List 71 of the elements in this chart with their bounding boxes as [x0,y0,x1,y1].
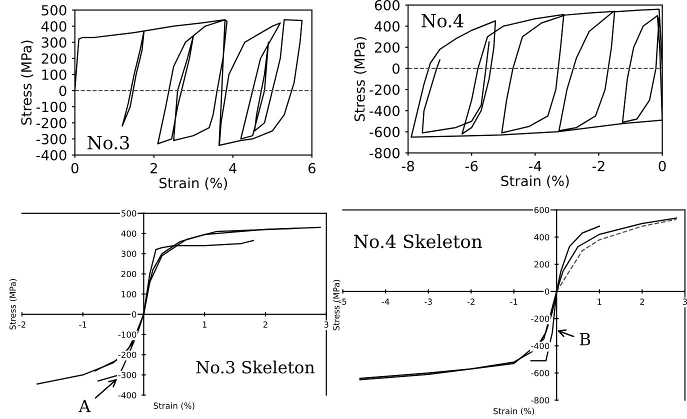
x-tick-label: -1 [510,298,518,305]
y-tick-label: 0 [544,288,550,295]
y-tick-label: 400 [374,21,400,32]
y-tick-label: 0 [392,63,400,74]
y-axis-title: Stress (MPa) [333,280,340,330]
x-axis-title: Strain (%) [160,178,227,190]
x-tick-label: -3 [424,298,432,305]
annotation: B [580,333,590,346]
y-tick-label: 0 [59,86,66,96]
x-tick-label: 2 [150,162,157,174]
y-tick-label: 500 [122,210,136,217]
x-tick-label: -2 [18,321,26,328]
x-tick-label: 1 [202,322,206,328]
y-tick-label: 400 [534,234,550,240]
y-tick-label: -300 [36,134,66,144]
y-tick-label: 200 [121,270,136,278]
x-tick-label: -6 [465,160,478,172]
x-axis-title: Strain (%) [494,408,534,416]
x-tick-label: 2 [640,298,644,305]
y-tick-label: 100 [42,69,66,80]
y-tick-label: -200 [531,316,550,322]
x-tick-label: 0 [658,160,666,172]
y-tick-label: 0 [132,311,136,318]
x-tick-label: -8 [402,160,414,172]
x-tick-label: -5 [339,298,346,305]
y-tick-label: -200 [36,118,66,128]
x-tick-label: 2 [263,321,268,328]
y-tick-label: -600 [370,126,400,138]
y-tick-label: 200 [534,261,550,268]
y-tick-label: -400 [370,106,400,116]
x-axis-title: Strain (%) [154,402,194,410]
y-tick-label: 400 [121,230,136,237]
y-tick-label: -600 [531,370,550,376]
annotation: No.3 Skeleton [196,360,315,374]
y-tick-label: 300 [122,250,136,257]
y-tick-label: 600 [374,0,400,10]
annotation: A [78,400,91,412]
y-tick-label: -100 [118,331,136,338]
y-tick-label: 200 [374,42,400,53]
x-tick-label: -1 [79,322,86,328]
y-tick-label: -400 [36,150,66,161]
x-tick-label: -2 [467,298,474,305]
y-axis-title: Stress (MPa) [20,40,34,125]
x-tick-label: -2 [592,160,604,172]
y-tick-label: -400 [531,342,550,350]
x-axis-title: Strain (%) [501,175,569,188]
y-tick-label: 100 [122,291,136,298]
y-tick-label: -800 [531,397,550,404]
x-tick-label: -4 [528,161,542,172]
y-tick-label: -100 [36,102,66,112]
y-tick-label: 500 [42,5,66,16]
y-tick-label: -800 [370,148,400,158]
annotation: No.3 [88,136,129,150]
x-tick-label: -4 [382,298,390,305]
y-axis-title: Stress (MPa) [354,37,366,122]
y-tick-label: 600 [534,206,550,214]
annotation: No.4 Skeleton [354,234,482,248]
x-tick-label: 3 [324,321,328,328]
annotation: No.4 [422,14,464,28]
x-tick-label: 3 [682,298,687,305]
y-tick-label: -400 [118,392,136,398]
x-tick-label: 1 [598,298,602,305]
x-tick-label: 0 [71,162,78,174]
x-tick-label: 6 [308,162,316,174]
y-tick-label: -200 [370,84,400,96]
y-tick-label: -300 [118,372,136,378]
y-axis-title: Stress (MPa) [9,279,17,330]
y-tick-label: 400 [41,21,66,32]
y-tick-label: 300 [42,37,66,48]
x-tick-label: 4 [229,163,237,174]
y-tick-label: 200 [42,53,66,64]
